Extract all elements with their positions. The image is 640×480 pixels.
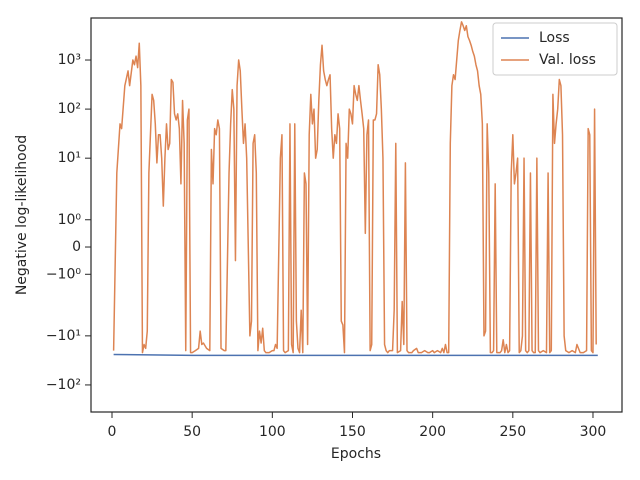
x-tick-label: 150 (339, 424, 366, 440)
line (113, 353, 598, 357)
line (112, 21, 597, 354)
x-tick-label: 250 (499, 424, 526, 440)
y-tick-label: −10² (46, 377, 81, 393)
y-tick-label: 10¹ (58, 150, 81, 166)
x-tick-label: 200 (419, 424, 446, 440)
x-tick-label: 100 (259, 424, 286, 440)
y-tick-label: 10² (58, 101, 81, 117)
y-tick-label: 10³ (58, 52, 81, 68)
x-axis-label: Epochs (331, 446, 381, 462)
plot-frame (90, 17, 623, 413)
y-axis-label: Negative log-likelihood (14, 135, 30, 295)
y-tick-label: −10¹ (46, 328, 81, 344)
x-tick-label: 50 (183, 424, 201, 440)
y-tick-label: 10⁰ (58, 212, 82, 228)
legend-box (492, 22, 618, 76)
legend-label: Val. loss (539, 52, 596, 68)
x-tick-label: 300 (580, 424, 607, 440)
y-tick-label: −10⁰ (46, 266, 82, 282)
y-tick-label: 0 (72, 239, 81, 255)
x-tick-label: 0 (108, 424, 117, 440)
legend-label: Loss (539, 30, 570, 46)
